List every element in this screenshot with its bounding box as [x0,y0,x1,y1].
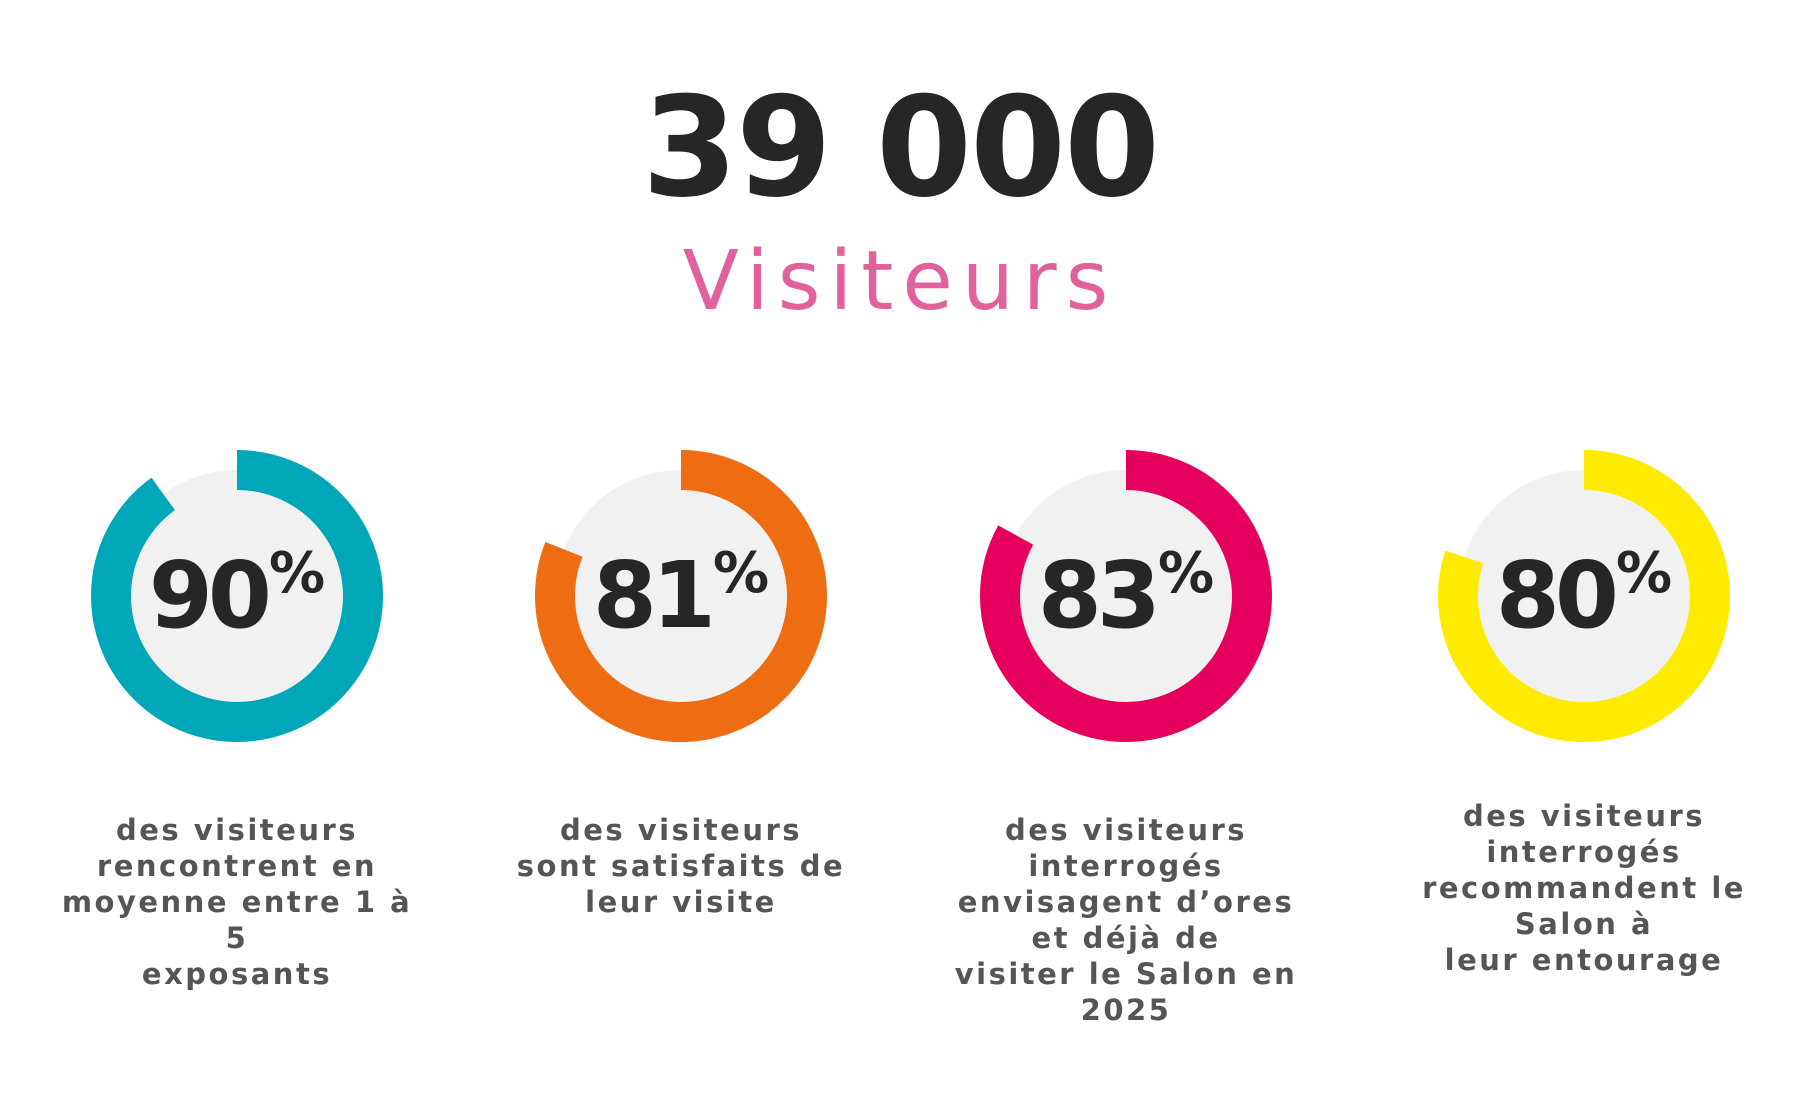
stat-card-return-2025: 83% des visiteurs interrogés envisagent … [936,450,1316,1028]
percent-sign: % [1157,541,1215,606]
ring-arc [535,450,827,742]
ring-arc [1438,450,1730,742]
progress-ring: 81% [535,450,827,742]
ring-track [555,470,807,722]
percentage-value: 80% [1438,450,1730,742]
visitor-label: Visiteurs [682,234,1118,329]
progress-ring-graphic [535,450,827,742]
ring-track [1458,470,1710,722]
progress-ring: 83% [980,450,1272,742]
stat-card-satisfaction: 81% des visiteurs sont satisfaits de leu… [491,450,871,920]
ring-track [1000,470,1252,722]
percentage-value: 83% [980,450,1272,742]
ring-track [111,470,363,722]
stat-description: des visiteurs interrogés recommandent le… [1422,799,1746,977]
percent-sign: % [268,541,326,606]
progress-ring-graphic [980,450,1272,742]
progress-ring: 90% [91,450,383,742]
progress-ring-graphic [1438,450,1730,742]
percentage-value: 81% [535,450,827,742]
progress-ring-graphic [91,450,383,742]
percentage-number: 80 [1495,542,1619,649]
percentage-number: 83 [1037,542,1161,649]
percent-sign: % [1615,541,1673,606]
ring-arc [980,450,1272,742]
percent-sign: % [712,541,770,606]
progress-ring: 80% [1438,450,1730,742]
stat-card-meetings: 90% des visiteurs rencontrent en moyenne… [47,450,427,992]
visitor-count: 39 000 [641,67,1160,228]
stat-description: des visiteurs rencontrent en moyenne ent… [61,813,413,991]
percentage-number: 90 [148,542,272,649]
ring-arc [91,450,383,742]
headline: 39 000 Visiteurs [0,68,1800,332]
stat-card-recommendation: 80% des visiteurs interrogés recommanden… [1394,450,1774,978]
percentage-value: 90% [91,450,383,742]
stat-description: des visiteurs interrogés envisagent d’or… [954,813,1298,1027]
stat-description: des visiteurs sont satisfaits de leur vi… [516,813,846,919]
percentage-number: 81 [592,542,716,649]
